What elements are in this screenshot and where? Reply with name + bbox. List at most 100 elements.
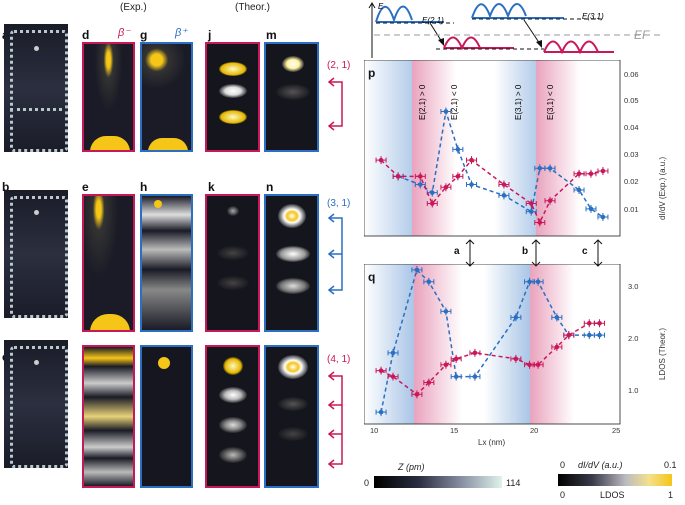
- didv-colorbar-max: 0.1: [664, 460, 677, 470]
- data-point: [537, 166, 543, 171]
- data-point: [378, 368, 384, 373]
- state-label-4-1: (4, 1): [327, 354, 351, 365]
- phase-shade-blue-2: [494, 60, 536, 236]
- q-xtick-2: 20: [530, 426, 539, 435]
- data-point: [528, 201, 534, 206]
- ldos-map-j: [205, 42, 260, 152]
- data-point: [453, 374, 459, 379]
- ldos-colorbar-min: 0: [560, 490, 566, 500]
- data-point: [443, 362, 449, 368]
- state-diagram-2-1: [327, 77, 343, 131]
- plot-q-series: [375, 265, 606, 417]
- didv-map-d: [82, 42, 135, 152]
- marker-a: a: [454, 246, 460, 257]
- data-point: [535, 362, 541, 368]
- correspondence-arrows: [465, 239, 603, 267]
- didv-map-f: [82, 345, 135, 488]
- data-point: [443, 109, 449, 114]
- q-xlabel: Lx (nm): [478, 438, 506, 447]
- ldos-map-o: [264, 345, 319, 488]
- ldos-map-n: [264, 194, 319, 332]
- annotation-e31-pos: E(3,1) > 0: [514, 84, 523, 120]
- data-point: [528, 209, 534, 214]
- data-point: [588, 206, 594, 212]
- marker-c: c: [582, 246, 588, 257]
- panel-label-m: m: [266, 28, 277, 42]
- series-line-beta-minus: [380, 322, 600, 396]
- exp-header: (Exp.): [120, 2, 147, 13]
- p-ytick-0: 0.06: [624, 70, 639, 79]
- data-point: [513, 315, 519, 320]
- data-point: [501, 182, 507, 187]
- panel-label-d: d: [82, 28, 90, 42]
- state-label-2-1: (2, 1): [327, 60, 351, 71]
- state-label-3-1: (3, 1): [327, 198, 351, 209]
- data-point: [576, 187, 582, 193]
- p-ytick-4: 0.02: [624, 177, 639, 186]
- data-point: [554, 344, 560, 350]
- data-point: [501, 193, 507, 198]
- data-point: [588, 171, 594, 177]
- annotation-e31-neg: E(3,1) < 0: [546, 84, 555, 120]
- panel-label-k: k: [208, 180, 215, 194]
- data-point: [566, 332, 572, 338]
- panel-label-g: g: [140, 28, 148, 42]
- data-point: [472, 350, 478, 356]
- q-xtick-0: 10: [370, 426, 379, 435]
- ldos-colorbar-max: 1: [668, 490, 674, 500]
- panel-label-j: j: [208, 28, 212, 42]
- data-point: [429, 201, 435, 206]
- data-point: [576, 171, 582, 177]
- topography-image-a: [4, 24, 68, 152]
- data-point: [597, 320, 602, 326]
- annotation-e21-pos: E(2,1) > 0: [418, 84, 427, 120]
- didv-colorbar-title: dI/dV (a.u.): [578, 460, 623, 470]
- state-diagram-3-1: [327, 213, 343, 295]
- p-ytick-2: 0.04: [624, 123, 639, 132]
- didv-map-e: [82, 194, 135, 332]
- phase-shade-red-2: [536, 60, 580, 236]
- annotation-e21-neg: E(2,1) < 0: [450, 84, 459, 120]
- data-point: [469, 182, 474, 187]
- data-point: [418, 174, 423, 179]
- data-point: [554, 315, 560, 320]
- plot-p-frame: [364, 60, 621, 237]
- panel-label-h: h: [140, 180, 148, 194]
- energy-level-2-1: E(2,1): [422, 16, 444, 25]
- ldos-map-m: [264, 42, 319, 152]
- data-point: [597, 332, 602, 338]
- state-diagram-4-1: [327, 371, 343, 469]
- marker-b: b: [522, 246, 529, 257]
- data-point: [426, 380, 432, 385]
- plot-q-frame: [364, 264, 621, 425]
- data-point: [600, 214, 606, 220]
- didv-map-i: [140, 345, 193, 488]
- series-line-beta-plus: [380, 268, 600, 413]
- data-point: [586, 332, 592, 338]
- data-point: [453, 356, 459, 362]
- data-point: [390, 374, 396, 379]
- p-ytick-1: 0.05: [624, 96, 639, 105]
- ldos-colorbar-label: LDOS: [600, 490, 625, 500]
- q-ytick-1: 2.0: [628, 334, 639, 343]
- topography-image-b: [4, 190, 68, 318]
- plot-q: [364, 264, 621, 425]
- data-point: [547, 166, 553, 171]
- panel-label-e: e: [82, 180, 89, 194]
- data-point: [513, 356, 519, 362]
- phase-shade-red-1: [412, 60, 456, 236]
- data-point: [378, 157, 384, 163]
- phase-shade-blue-1: [364, 60, 412, 236]
- data-point: [537, 220, 543, 225]
- data-point: [443, 309, 449, 314]
- didv-colorbar: [558, 474, 672, 486]
- didv-map-g: [140, 42, 193, 152]
- beta-minus-label: β⁻: [118, 27, 131, 39]
- topography-image-c: [4, 340, 68, 468]
- ldos-map-l: [205, 345, 260, 488]
- data-point: [414, 267, 420, 273]
- q-xtick-3: 25: [612, 426, 621, 435]
- data-point: [378, 409, 384, 415]
- panel-label-n: n: [266, 180, 274, 194]
- data-point: [527, 279, 532, 285]
